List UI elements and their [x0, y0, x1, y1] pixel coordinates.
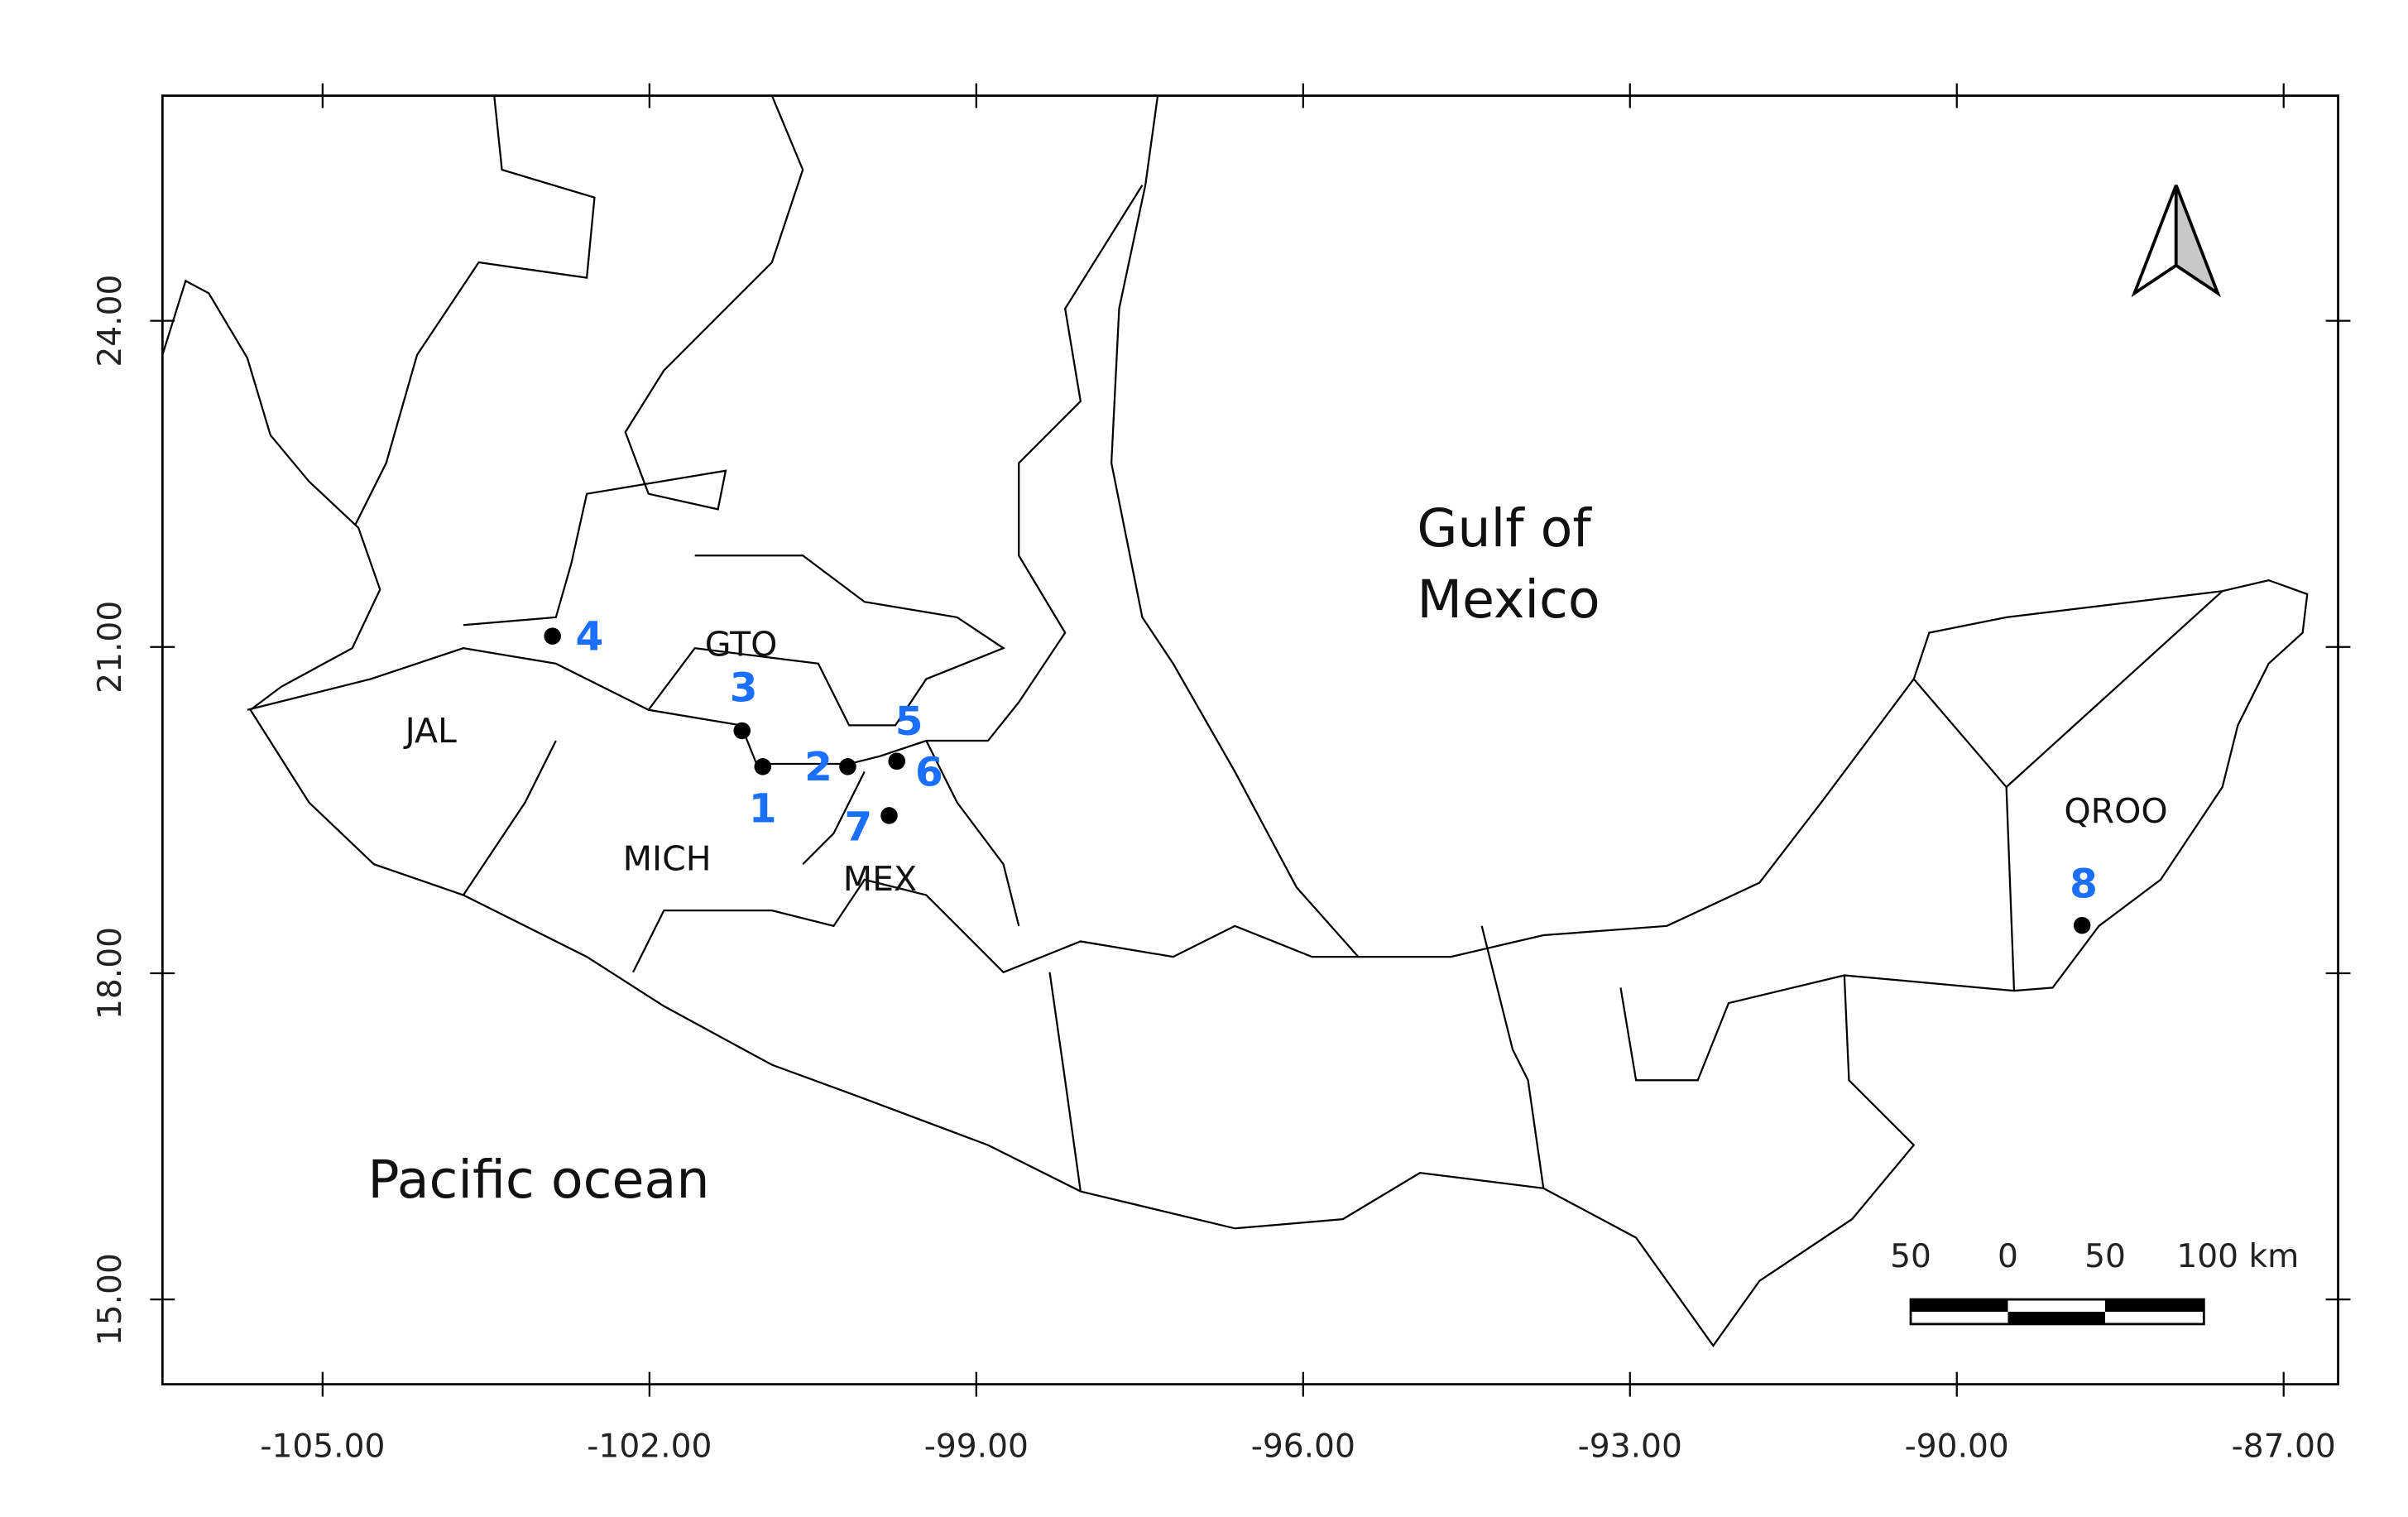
- frame: [161, 94, 2339, 1386]
- sea-label: Gulf of: [1417, 497, 1592, 559]
- site-label: 3: [730, 665, 758, 712]
- state-label: GTO: [705, 624, 778, 664]
- x-tick-label: -99.00: [924, 1428, 1029, 1465]
- site-point: [880, 807, 898, 824]
- land: [161, 95, 2309, 1347]
- scale-bar-segment: [2104, 1299, 2204, 1312]
- state-label: JAL: [403, 711, 457, 751]
- state-border: [647, 554, 1005, 727]
- x-tick-label: -102.00: [587, 1428, 712, 1465]
- site-label: 7: [844, 804, 872, 850]
- scale-label: 50: [1890, 1238, 1931, 1275]
- coastline: [161, 95, 2309, 1347]
- state-label: MEX: [843, 859, 917, 899]
- site-point: [888, 752, 905, 771]
- y-tick-label: 24.00: [92, 275, 129, 367]
- state-label: MICH: [623, 839, 712, 879]
- site-point: [839, 758, 856, 775]
- site-point: [754, 758, 772, 775]
- scale-label: 100 km: [2176, 1238, 2299, 1275]
- scale-bar-segment: [2007, 1311, 2105, 1324]
- x-tick-label: -93.00: [1578, 1428, 1682, 1465]
- site-label: 2: [804, 744, 832, 790]
- site-point: [733, 722, 751, 740]
- scale-bar-segment: [1911, 1299, 2008, 1312]
- state-border: [247, 185, 1144, 766]
- site-label: 6: [915, 750, 943, 796]
- north-arrow-right: [2174, 185, 2221, 298]
- site-point: [544, 627, 561, 645]
- sea-label: Pacific ocean: [367, 1149, 709, 1210]
- state-border: [1912, 590, 2223, 991]
- state-border: [354, 95, 596, 526]
- site-label: 5: [895, 698, 923, 745]
- site-label: 8: [2070, 862, 2098, 908]
- north-arrow: [2131, 185, 2221, 298]
- state-border: [463, 95, 804, 626]
- y-tick-label: 18.00: [92, 927, 129, 1020]
- x-tick-label: -87.00: [2232, 1428, 2336, 1465]
- scale-label: 0: [1998, 1238, 2018, 1275]
- x-tick-label: -105.00: [260, 1428, 385, 1465]
- scale-bar: 50 0 50 100 km: [1890, 1238, 2299, 1326]
- y-tick-label: 21.00: [92, 601, 129, 694]
- site-label: 1: [749, 785, 777, 832]
- site-label: 4: [576, 613, 604, 660]
- scale-label: 50: [2084, 1238, 2126, 1275]
- sea-label: Mexico: [1417, 569, 1600, 630]
- state-border: [1048, 925, 1845, 1192]
- y-tick-label: 15.00: [92, 1253, 129, 1346]
- state-border: [463, 740, 1020, 927]
- state-label: QROO: [2064, 791, 2167, 831]
- site-point: [2073, 916, 2091, 934]
- x-tick-label: -96.00: [1251, 1428, 1355, 1465]
- state-border: [632, 878, 1359, 974]
- x-tick-label: -90.00: [1905, 1428, 2009, 1465]
